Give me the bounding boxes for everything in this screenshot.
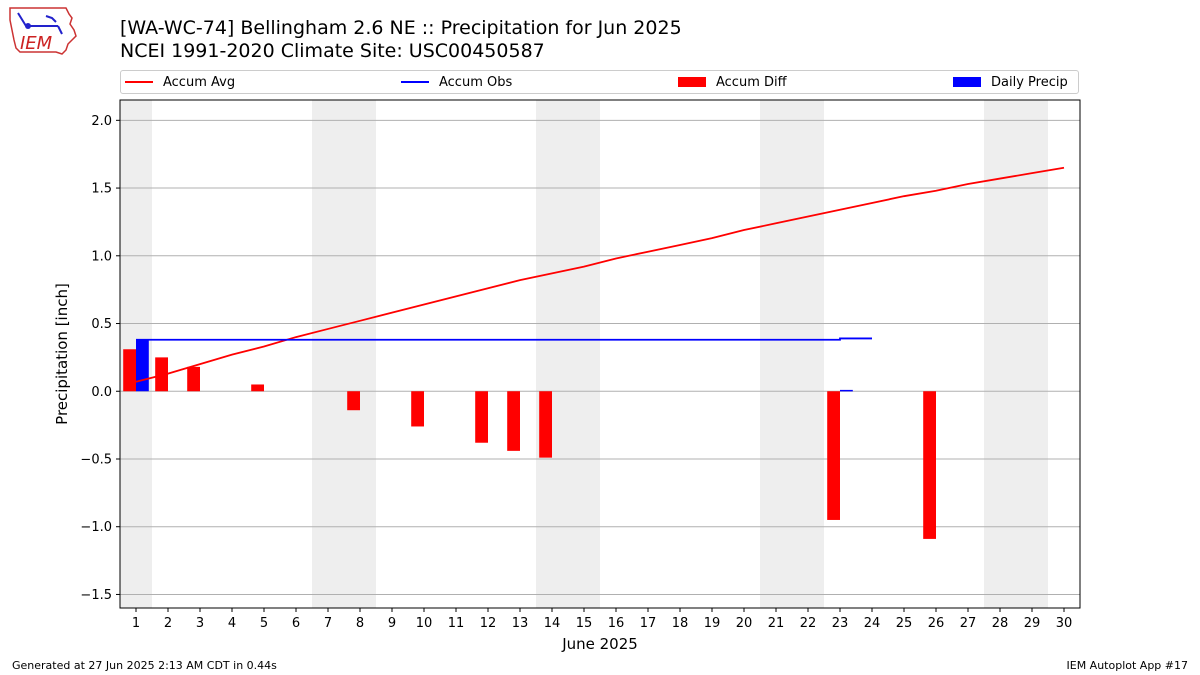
- x-tick-label: 27: [960, 616, 977, 631]
- x-tick-label: 9: [388, 616, 396, 631]
- legend-label-daily-precip: Daily Precip: [991, 74, 1068, 90]
- legend-label-accum-obs: Accum Obs: [439, 74, 513, 90]
- chart-title: [WA-WC-74] Bellingham 2.6 NE :: Precipit…: [120, 17, 682, 39]
- x-axis-label: June 2025: [561, 635, 638, 653]
- x-tick-label: 25: [896, 616, 913, 631]
- x-axis: 1 2 3 4 5 6 7 8 9 10 11 12 13 14 15 16 17 18 19 20 21 22 23 24 2…: [132, 608, 1072, 631]
- y-tick-label: 1.5: [91, 182, 112, 197]
- legend-swatch-daily-precip: [953, 77, 981, 87]
- accum-diff-bar: [539, 391, 552, 458]
- app-note: IEM Autoplot App #17: [1066, 659, 1189, 672]
- x-tick-label: 4: [228, 616, 236, 631]
- daily-precip-bar: [840, 389, 853, 392]
- x-tick-label: 23: [832, 616, 849, 631]
- y-axis-label: Precipitation [inch]: [53, 283, 71, 425]
- chart-legend: Accum Avg Accum Obs Accum Diff Daily Pre…: [120, 70, 1079, 94]
- y-tick-label: 1.0: [91, 249, 112, 264]
- y-tick-label: 0.0: [91, 385, 112, 400]
- bars: [123, 339, 936, 539]
- accum-diff-bar: [251, 384, 264, 392]
- x-tick-label: 26: [928, 616, 945, 631]
- generated-note: Generated at 27 Jun 2025 2:13 AM CDT in …: [12, 659, 277, 672]
- legend-label-accum-diff: Accum Diff: [716, 74, 787, 90]
- x-tick-label: 8: [356, 616, 364, 631]
- y-axis: −1.5 −1.0 −0.5 0.0 0.5 1.0 1.5 2.0: [80, 114, 120, 603]
- x-tick-label: 24: [864, 616, 881, 631]
- legend-label-accum-avg: Accum Avg: [163, 74, 236, 90]
- x-tick-label: 2: [164, 616, 172, 631]
- x-tick-label: 17: [640, 616, 657, 631]
- weekend-shade-2: [536, 100, 600, 608]
- y-tick-label: −1.5: [80, 588, 112, 603]
- chart-subtitle: NCEI 1991-2020 Climate Site: USC00450587: [120, 40, 545, 62]
- x-tick-label: 19: [704, 616, 721, 631]
- x-tick-label: 3: [196, 616, 204, 631]
- accum-diff-bar: [923, 391, 936, 539]
- x-tick-label: 10: [416, 616, 433, 631]
- x-tick-label: 15: [576, 616, 593, 631]
- iem-logo: IEM: [9, 7, 77, 55]
- accum-diff-bar: [475, 391, 488, 443]
- x-tick-label: 6: [292, 616, 300, 631]
- accum-diff-bar: [123, 349, 136, 392]
- x-tick-label: 5: [260, 616, 268, 631]
- weather-station-icon: [17, 12, 63, 35]
- accum-obs-line: [136, 337, 872, 341]
- legend-item-accum-obs: Accum Obs: [401, 74, 512, 90]
- y-tick-label: −1.0: [80, 520, 112, 535]
- x-tick-label: 11: [448, 616, 465, 631]
- weekend-shade-1: [312, 100, 376, 608]
- legend-swatch-accum-avg: [125, 81, 153, 83]
- x-tick-label: 18: [672, 616, 689, 631]
- x-tick-label: 30: [1056, 616, 1073, 631]
- iowa-outline-icon: [9, 7, 77, 55]
- accum-diff-bar: [347, 391, 360, 411]
- legend-item-accum-avg: Accum Avg: [125, 74, 235, 90]
- y-tick-label: −0.5: [80, 452, 112, 467]
- x-tick-label: 12: [480, 616, 497, 631]
- plot-frame: [119, 99, 1081, 609]
- accum-avg-line: [135, 166, 1065, 383]
- legend-item-accum-diff: Accum Diff: [678, 74, 787, 90]
- legend-swatch-accum-diff: [678, 77, 706, 87]
- y-tick-label: 2.0: [91, 114, 112, 129]
- weekend-shade-3: [760, 100, 824, 608]
- daily-precip-bar: [136, 339, 149, 392]
- x-tick-label: 14: [544, 616, 561, 631]
- x-tick-label: 16: [608, 616, 625, 631]
- weekend-shade-4: [984, 100, 1048, 608]
- x-tick-label: 1: [132, 616, 140, 631]
- x-tick-label: 22: [800, 616, 817, 631]
- accum-diff-bar: [411, 391, 424, 427]
- logo-text: IEM: [20, 33, 53, 54]
- accum-diff-bar: [155, 357, 168, 392]
- x-tick-label: 7: [324, 616, 332, 631]
- accum-diff-bar: [187, 366, 200, 392]
- x-tick-label: 20: [736, 616, 753, 631]
- x-tick-label: 21: [768, 616, 785, 631]
- x-tick-label: 29: [1024, 616, 1041, 631]
- gridlines: [120, 119, 1080, 595]
- lines: [135, 166, 1065, 383]
- legend-item-daily-precip: Daily Precip: [953, 74, 1068, 90]
- x-tick-label: 13: [512, 616, 529, 631]
- legend-swatch-accum-obs: [401, 81, 429, 83]
- accum-diff-bar: [507, 391, 520, 451]
- x-tick-label: 28: [992, 616, 1009, 631]
- weekend-shading: [120, 100, 1048, 608]
- accum-diff-bar: [827, 391, 840, 520]
- y-tick-label: 0.5: [91, 317, 112, 332]
